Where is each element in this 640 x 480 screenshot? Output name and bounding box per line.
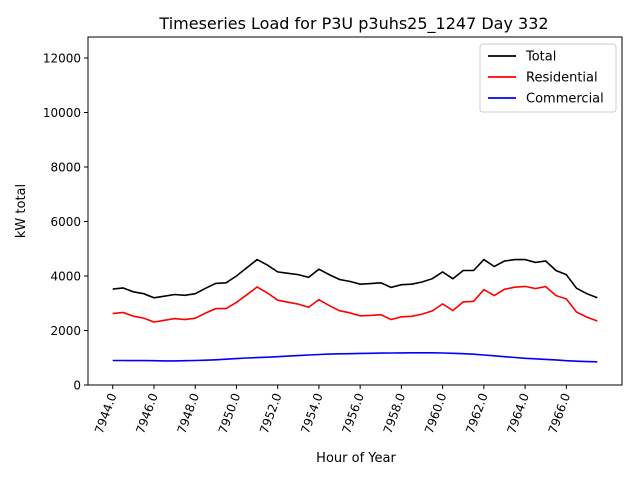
legend-label: Residential (526, 71, 598, 86)
y-tick-label: 12000 (43, 51, 81, 65)
series-line-residential (112, 285, 598, 323)
x-tick-label: 7946.0 (133, 391, 161, 435)
series-layer (112, 258, 598, 363)
x-tick-label: 7958.0 (381, 391, 409, 435)
chart-title: Timeseries Load for P3U p3uhs25_1247 Day… (158, 14, 548, 34)
y-tick-label: 4000 (50, 269, 81, 283)
y-tick-label: 8000 (50, 160, 81, 174)
x-tick-label: 7948.0 (175, 391, 203, 435)
legend-box (479, 43, 617, 113)
x-axis-label: Hour of Year (316, 451, 396, 466)
x-tick-label: 7966.0 (546, 391, 574, 435)
x-tick-label: 7954.0 (298, 391, 326, 435)
x-tick-label: 7962.0 (463, 391, 491, 435)
y-axis-label: kW total (14, 184, 29, 238)
legend-label: Commercial (526, 92, 604, 107)
legend: Total Residential Commercial (479, 43, 617, 113)
series-line-total (112, 258, 598, 299)
legend-label: Total (525, 50, 556, 65)
y-tick-label: 10000 (43, 106, 81, 120)
x-tick-label: 7950.0 (216, 391, 244, 435)
plot-frame (87, 36, 623, 386)
x-tick-label: 7960.0 (422, 391, 450, 435)
x-tick-label: 7952.0 (257, 391, 285, 435)
x-tick-label: 7944.0 (92, 391, 120, 435)
y-tick-label: 6000 (50, 215, 81, 229)
x-tick-label: 7956.0 (339, 391, 367, 435)
y-tick-label: 2000 (50, 324, 81, 338)
y-tick-label: 0 (73, 379, 81, 393)
x-axis: 7944.0 7946.0 7948.0 7950.0 7952.0 7954.0 7956… (92, 385, 573, 435)
x-tick-label: 7964.0 (504, 391, 532, 435)
series-line-commercial (112, 351, 598, 363)
y-axis: 0 2000 4000 6000 8000 10000 12000 (43, 51, 88, 393)
